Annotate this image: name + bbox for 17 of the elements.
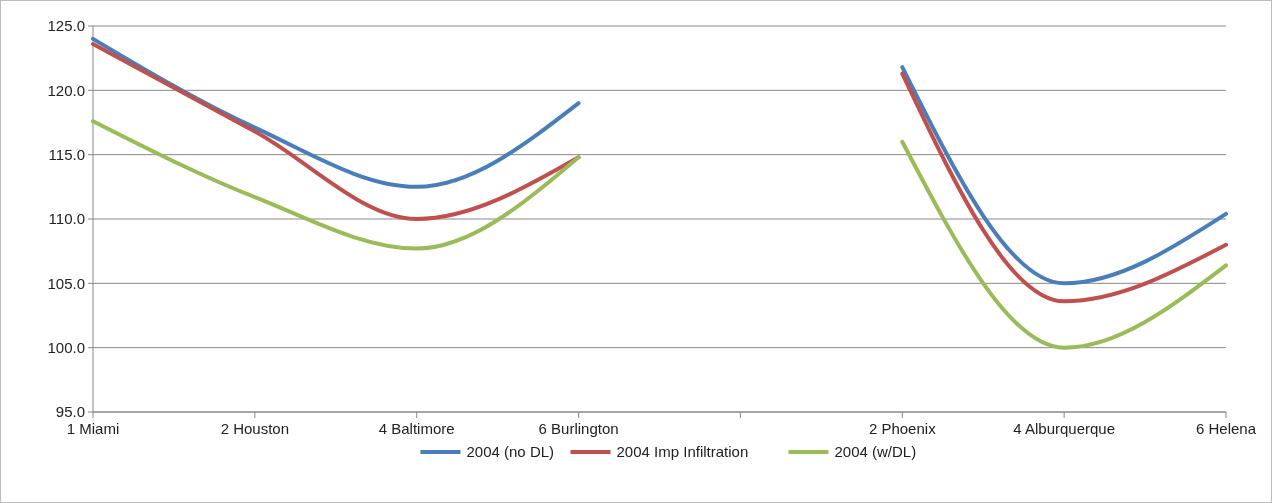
y-tick-label: 95.0	[55, 403, 85, 421]
x-tick-label: 2 Houston	[220, 420, 290, 437]
x-tick-label: 1 Miami	[66, 420, 120, 437]
x-tick-label: 6 Helena	[1195, 420, 1257, 437]
x-tick-label: 2 Phoenix	[868, 420, 937, 437]
y-tick-label: 120.0	[47, 81, 85, 99]
y-tick-label: 100.0	[47, 338, 85, 356]
x-tick-label: 4 Alburquerque	[1013, 420, 1116, 437]
legend-label: 2004 (w/DL)	[834, 443, 917, 461]
legend-label: 2004 Imp Infiltration	[616, 443, 749, 461]
y-tick-label: 115.0	[48, 145, 85, 163]
y-tick-label: 105.0	[47, 274, 85, 292]
x-tick-label: 4 Baltimore	[378, 420, 455, 437]
legend-label: 2004 (no DL)	[466, 443, 555, 461]
y-tick-label: 110.0	[48, 210, 85, 228]
y-tick-label: 125.0	[47, 17, 85, 35]
x-tick-label: 6 Burlington	[538, 420, 619, 437]
